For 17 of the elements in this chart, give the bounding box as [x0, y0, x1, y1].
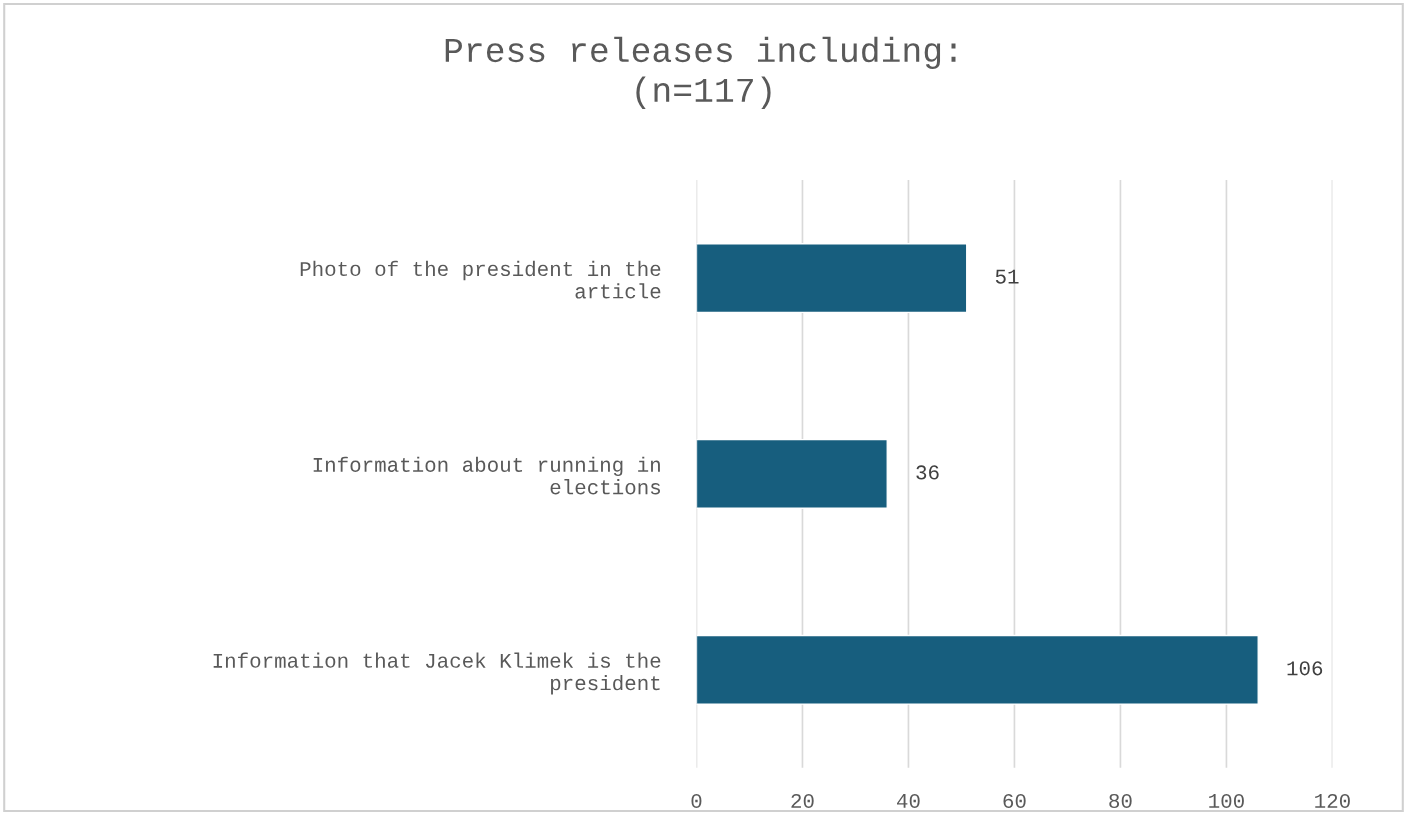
x-tick-label: 60	[1003, 793, 1026, 809]
x-tick-label: 100	[1209, 793, 1244, 809]
x-tick-label: 0	[691, 793, 702, 809]
y-tick-label: Information about running in elections	[313, 456, 661, 495]
y-tick-label: Information that Jacek Klimek is the president	[213, 652, 661, 695]
data-label: 51	[995, 269, 1019, 284]
x-tick-label: 20	[791, 793, 814, 809]
chart-title: Press releases including: (n=117)	[445, 36, 956, 109]
data-label: 106	[1287, 661, 1323, 676]
bar	[696, 634, 1259, 705]
data-label: 36	[916, 465, 939, 480]
bar	[696, 243, 968, 314]
x-tick-label: 40	[897, 793, 920, 809]
y-tick-label: Photo of the president in the article	[300, 260, 661, 299]
x-tick-label: 80	[1109, 793, 1132, 809]
bar	[696, 438, 888, 509]
x-tick-label: 120	[1315, 793, 1350, 809]
